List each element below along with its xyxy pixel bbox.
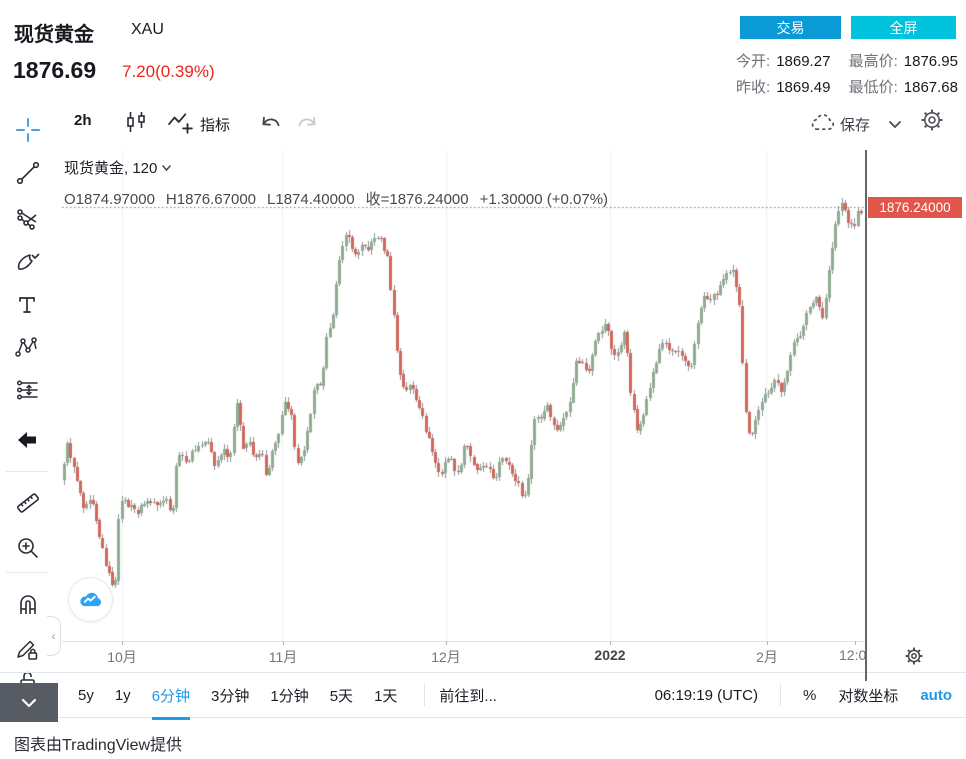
time-label-oct: 10月 (107, 649, 137, 665)
stats-row-2: 昨收: 1869.49 最低价: 1867.68 (736, 75, 958, 101)
tradingview-logo[interactable] (68, 577, 113, 622)
text-tool-icon[interactable] (14, 291, 42, 319)
log-scale-button[interactable]: 对数坐标 (838, 687, 899, 705)
save-chevron-down-icon[interactable] (888, 119, 902, 130)
fullscreen-button[interactable]: 全屏 (851, 16, 956, 39)
attribution-link[interactable]: 图表由TradingView提供 (14, 737, 183, 754)
sidebar-divider (6, 572, 48, 573)
chevron-down-icon (21, 698, 37, 707)
interval-button[interactable]: 2h (74, 112, 92, 129)
tradingview-cloud-icon (80, 592, 102, 607)
settings-gear-icon[interactable] (919, 107, 945, 133)
range-1d-button[interactable]: 1天 (374, 687, 398, 705)
brush-tool-icon[interactable] (14, 248, 42, 276)
sidebar-collapse-handle[interactable]: ‹ (47, 616, 61, 656)
cloud-save-icon[interactable] (806, 111, 838, 133)
stat-open: 今开: 1869.27 (736, 53, 831, 70)
indicators-icon[interactable] (166, 110, 196, 136)
bottom-bar-divider (424, 684, 426, 706)
stat-low: 最低价: 1867.68 (848, 79, 958, 96)
bottom-bar-divider (779, 684, 781, 706)
range-6min-button[interactable]: 6分钟 (151, 670, 191, 720)
time-label-feb: 2月 (756, 649, 778, 665)
gann-fib-tool-icon[interactable] (14, 203, 42, 231)
time-label-2022: 2022 (594, 647, 626, 663)
zoom-in-tool-icon[interactable] (14, 534, 42, 562)
page-title: 现货黄金 (14, 24, 94, 46)
chart-legend-ohlc: O1874.97000 H1876.67000 L1874.40000 收=1876.… (64, 188, 619, 209)
stat-prev-close: 昨收: 1869.49 (736, 79, 831, 96)
undo-icon[interactable] (258, 110, 284, 134)
time-label-nov: 11月 (268, 649, 298, 665)
stats-row-1: 今开: 1869.27 最高价: 1876.95 (736, 49, 958, 75)
candlestick-style-icon[interactable] (122, 108, 150, 136)
xabcd-pattern-tool-icon[interactable] (14, 334, 42, 362)
sidebar-scroll-down-button[interactable] (0, 683, 58, 722)
range-5y-button[interactable]: 5y (78, 686, 94, 704)
trend-line-tool-icon[interactable] (14, 159, 42, 187)
last-price-tag: 1876.24000 (868, 197, 962, 218)
sidebar-divider (6, 471, 48, 472)
price-change: 7.20(0.39%) (122, 62, 215, 81)
drawing-lock-tool-icon[interactable] (14, 636, 42, 664)
candlestick-chart[interactable] (62, 150, 866, 642)
last-price: 1876.69 (13, 57, 97, 83)
ruler-measure-tool-icon[interactable] (14, 489, 42, 517)
bottom-toolbar: 5y 1y 6分钟 3分钟 1分钟 5天 1天 前往到... 06:19:19 … (0, 670, 966, 720)
time-label-current: 12:0 (839, 647, 867, 663)
indicators-button[interactable]: 指标 (200, 117, 231, 134)
clock-utc[interactable]: 06:19:19 (UTC) (654, 686, 758, 704)
redo-icon[interactable] (294, 110, 320, 134)
range-1y-button[interactable]: 1y (114, 686, 131, 704)
range-3min-button[interactable]: 3分钟 (211, 687, 250, 705)
legend-chevron-down-icon (162, 164, 172, 171)
range-1min-button[interactable]: 1分钟 (270, 687, 309, 705)
crosshair-tool-icon[interactable] (14, 116, 42, 144)
arrow-tool-icon[interactable] (14, 426, 42, 454)
ohlc-change: +1.30000 (+0.07%) (479, 191, 609, 208)
range-5d-button[interactable]: 5天 (329, 687, 354, 705)
stat-high: 最高价: 1876.95 (848, 53, 958, 70)
long-short-position-tool-icon[interactable] (14, 376, 42, 404)
magnet-tool-icon[interactable] (14, 591, 42, 619)
auto-scale-button[interactable]: auto (920, 686, 952, 704)
trade-button[interactable]: 交易 (740, 16, 841, 39)
ohlc-close: 收=1876.24000 (365, 191, 469, 208)
price-scale-border (865, 150, 867, 681)
time-label-dec: 12月 (431, 649, 461, 665)
time-axis-line (62, 641, 866, 642)
save-button[interactable]: 保存 (840, 117, 871, 134)
ohlc-low: L1874.40000 (267, 191, 355, 208)
axis-settings-gear-icon[interactable] (903, 645, 925, 667)
ohlc-high: H1876.67000 (165, 191, 257, 208)
symbol-ticker: XAU (131, 21, 164, 38)
ohlc-open: O1874.97000 (64, 191, 155, 208)
chart-legend-symbol[interactable]: 现货黄金, 120 (64, 157, 172, 178)
percent-scale-button[interactable]: % (802, 686, 817, 704)
goto-date-button[interactable]: 前往到... (439, 687, 497, 705)
session-stats: 今开: 1869.27 最高价: 1876.95 昨收: 1869.49 最低价: 18… (736, 49, 958, 101)
